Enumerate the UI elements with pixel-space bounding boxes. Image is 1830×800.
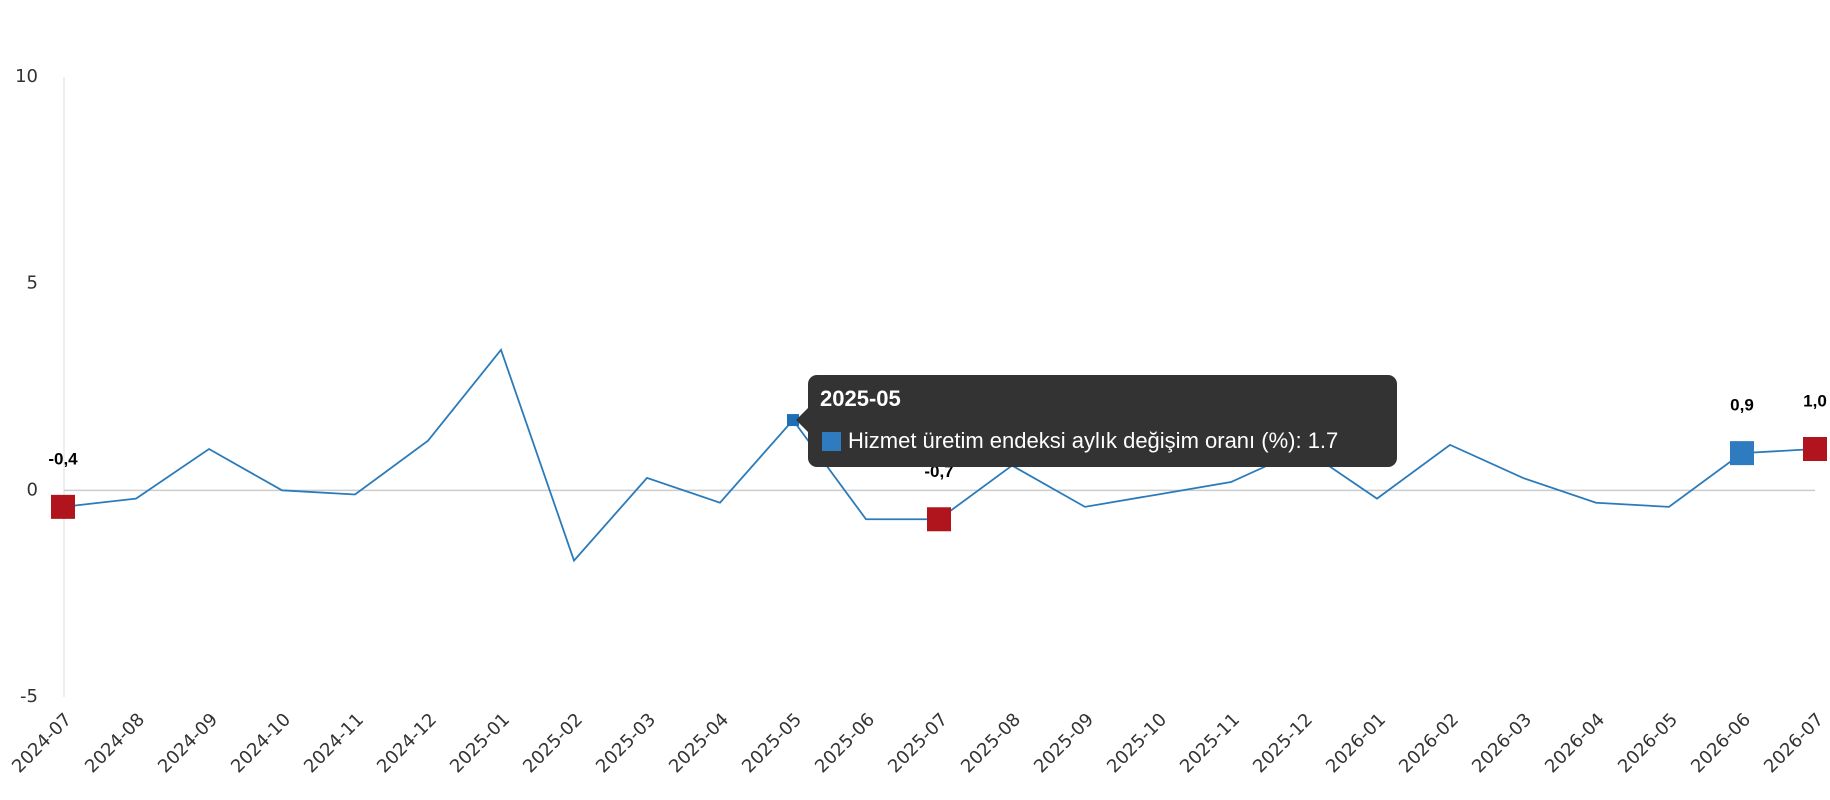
- x-tick-label: 2026-05: [1614, 709, 1682, 777]
- x-tick-label: 2025-11: [1176, 709, 1244, 777]
- x-tick-label: 2024-09: [154, 709, 222, 777]
- x-tick-label: 2026-02: [1395, 709, 1463, 777]
- tooltip: 2025-05 Hizmet üretim endeksi aylık değiş…: [796, 375, 1397, 467]
- tooltip-box: [808, 375, 1397, 467]
- y-tick-label: 0: [27, 479, 38, 500]
- x-tick-label: 2025-02: [519, 709, 587, 777]
- x-tick-label: 2025-09: [1030, 709, 1098, 777]
- y-tick-label: 5: [27, 273, 38, 294]
- tooltip-swatch: [822, 432, 841, 451]
- x-tick-label: 2025-08: [957, 709, 1025, 777]
- x-tick-label: 2024-12: [373, 709, 441, 777]
- x-tick-label: 2026-06: [1687, 709, 1755, 777]
- x-tick-label: 2024-11: [300, 709, 368, 777]
- x-tick-label: 2025-12: [1249, 709, 1317, 777]
- x-tick-label: 2026-07: [1760, 709, 1828, 777]
- x-tick-label: 2024-10: [227, 709, 295, 777]
- value-label: 1,0: [1803, 391, 1827, 410]
- point-marker: [927, 507, 951, 532]
- y-tick-label: 10: [15, 66, 38, 87]
- x-tick-label: 2025-04: [665, 709, 733, 777]
- x-tick-label: 2025-06: [811, 709, 879, 777]
- point-marker: [1730, 441, 1754, 466]
- value-label: -0,4: [48, 449, 78, 468]
- point-marker: [787, 414, 799, 427]
- point-marker: [51, 494, 75, 519]
- value-label: 0,9: [1730, 396, 1754, 415]
- tooltip-arrow: [796, 408, 808, 432]
- x-tick-label: 2024-07: [8, 709, 76, 777]
- x-tick-label: 2025-01: [446, 709, 514, 777]
- x-tick-label: 2025-10: [1103, 709, 1171, 777]
- x-tick-label: 2025-07: [884, 709, 952, 777]
- x-tick-label: 2025-05: [738, 709, 806, 777]
- tooltip-title: 2025-05: [820, 386, 901, 411]
- x-tick-label: 2026-01: [1322, 709, 1390, 777]
- x-tick-label: 2026-03: [1468, 709, 1536, 777]
- point-marker: [1803, 437, 1827, 461]
- x-tick-label: 2025-03: [592, 709, 660, 777]
- y-tick-label: -5: [20, 686, 38, 707]
- x-tick-label: 2026-04: [1541, 709, 1609, 777]
- tooltip-text: Hizmet üretim endeksi aylık değişim oran…: [848, 428, 1338, 453]
- x-tick-label: 2024-08: [81, 709, 149, 777]
